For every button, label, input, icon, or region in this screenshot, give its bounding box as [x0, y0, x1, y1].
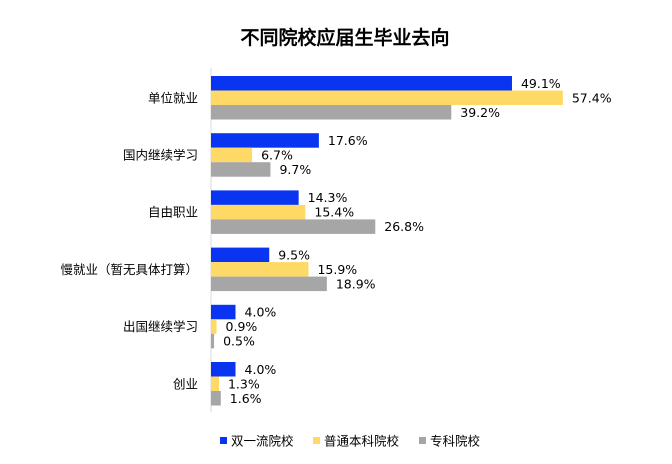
data-label: 15.9%	[317, 262, 357, 277]
bar	[211, 391, 221, 406]
data-label: 0.5%	[223, 334, 255, 349]
legend-swatch	[313, 437, 320, 444]
bar	[211, 262, 309, 277]
data-label: 57.4%	[572, 90, 612, 105]
bar	[211, 362, 236, 377]
legend: 双一流院校 普通本科院校 专科院校	[220, 434, 481, 449]
data-label: 17.6%	[328, 133, 368, 148]
data-label: 14.3%	[308, 190, 348, 205]
chart-title: 不同院校应届生毕业去向	[240, 26, 449, 49]
data-label: 9.7%	[279, 162, 311, 177]
data-label: 39.2%	[460, 105, 500, 120]
bar	[211, 376, 219, 391]
bar	[211, 333, 215, 349]
bar	[211, 162, 271, 177]
legend-swatch	[220, 437, 227, 444]
data-label: 0.9%	[226, 319, 258, 334]
data-label: 18.9%	[336, 276, 376, 291]
data-label: 4.0%	[245, 362, 277, 377]
category-label: 自由职业	[148, 205, 198, 220]
category-label: 慢就业（暂无具体打算）	[60, 262, 198, 277]
bar	[211, 76, 512, 91]
value-labels: 49.1% 57.4% 39.2% 17.6% 6.7%9.7% 14.3%15.4% 26…	[223, 76, 612, 406]
data-label: 1.6%	[230, 391, 262, 406]
data-label: 15.4%	[314, 205, 354, 220]
category-label: 出国继续学习	[123, 319, 198, 334]
bar	[211, 319, 217, 334]
bar	[211, 204, 306, 220]
bar	[211, 105, 452, 120]
data-label: 9.5%	[278, 247, 310, 262]
legend-label: 双一流院校	[231, 434, 294, 449]
bar	[211, 190, 299, 205]
legend-label: 专科院校	[430, 434, 481, 449]
bar	[211, 219, 376, 234]
bar	[211, 147, 253, 163]
data-label: 26.8%	[384, 219, 424, 234]
bar	[211, 247, 270, 263]
bar	[211, 276, 327, 292]
legend-swatch	[419, 437, 426, 444]
data-label: 4.0%	[245, 305, 277, 320]
legend-label: 普通本科院校	[324, 434, 400, 449]
bar	[211, 90, 563, 105]
category-label: 国内继续学习	[123, 147, 198, 162]
category-label: 创业	[173, 376, 198, 391]
bar	[211, 133, 319, 148]
data-label: 6.7%	[261, 147, 293, 162]
category-label: 单位就业	[148, 90, 198, 105]
bars	[211, 76, 563, 406]
data-label: 49.1%	[521, 76, 561, 91]
data-label: 1.3%	[228, 376, 260, 391]
bar	[211, 304, 236, 320]
